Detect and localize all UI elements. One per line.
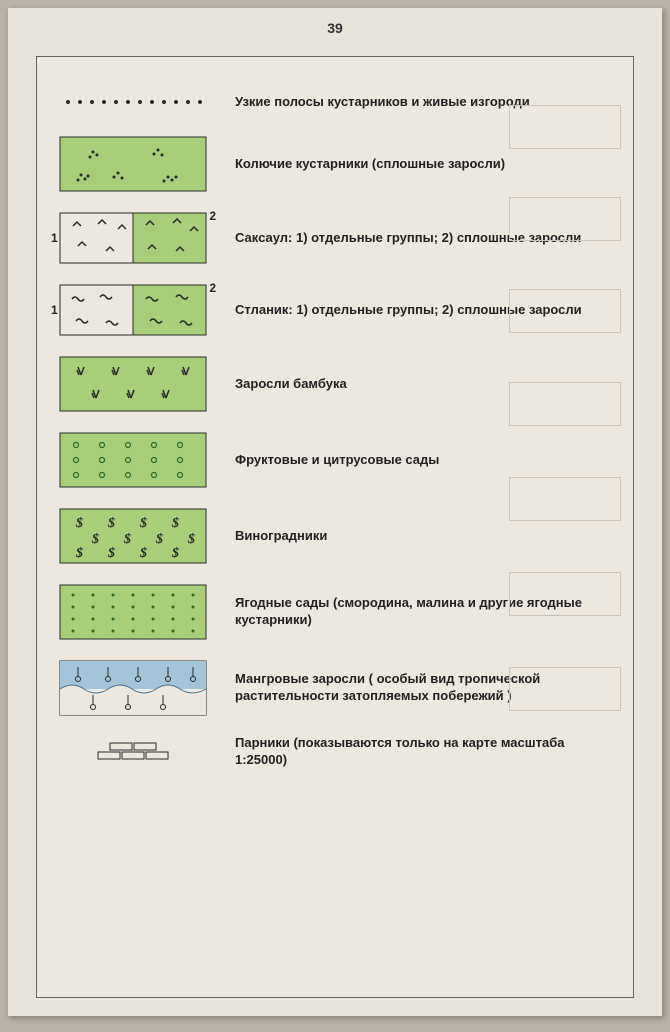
svg-text:$: $ <box>107 546 115 561</box>
svg-text:$: $ <box>75 516 83 531</box>
symbol-berries <box>55 583 210 641</box>
num-2: 2 <box>209 281 216 295</box>
num-1: 1 <box>51 231 58 245</box>
svg-text:$: $ <box>187 532 195 547</box>
symbol-greenhouses <box>55 737 210 767</box>
ghost <box>509 105 621 149</box>
svg-text:$: $ <box>107 516 115 531</box>
symbol-thorny <box>55 135 210 193</box>
num-2: 2 <box>209 209 216 223</box>
symbol-mangroves <box>55 659 210 717</box>
ghost <box>509 382 621 426</box>
svg-text:$: $ <box>139 546 147 561</box>
label-vineyards: Виноградники <box>210 528 615 545</box>
symbol-orchards <box>55 431 210 489</box>
svg-text:$: $ <box>171 516 179 531</box>
ghost <box>509 667 621 711</box>
ghost <box>509 477 621 521</box>
symbol-vineyards: $ $ $ $ $ $ $ $ $ $ $ $ <box>55 507 210 565</box>
ghost <box>509 572 621 616</box>
svg-text:$: $ <box>155 532 163 547</box>
symbol-bamboo <box>55 355 210 413</box>
svg-text:$: $ <box>91 532 99 547</box>
page-number: 39 <box>327 20 343 36</box>
ghost <box>509 289 621 333</box>
scanned-page: 39 Узкие полосы кустарников и жи <box>8 8 662 1016</box>
symbol-hedges <box>55 87 210 117</box>
svg-text:$: $ <box>171 546 179 561</box>
symbol-stlanik: 1 2 <box>55 283 210 337</box>
legend-frame: Узкие полосы кустарников и живые изгород… <box>36 56 634 998</box>
label-orchards: Фруктовые и цитрусовые сады <box>210 452 615 469</box>
ghost <box>509 197 621 241</box>
symbol-saxaul: 1 2 <box>55 211 210 265</box>
num-1: 1 <box>51 303 58 317</box>
legend-row-greenhouses: Парники (показываются только на карте ма… <box>55 735 615 769</box>
svg-text:$: $ <box>75 546 83 561</box>
svg-text:$: $ <box>139 516 147 531</box>
label-thorny: Колючие кустарники (сплошные заросли) <box>210 156 615 173</box>
svg-text:$: $ <box>123 532 131 547</box>
label-greenhouses: Парники (показываются только на карте ма… <box>210 735 615 769</box>
